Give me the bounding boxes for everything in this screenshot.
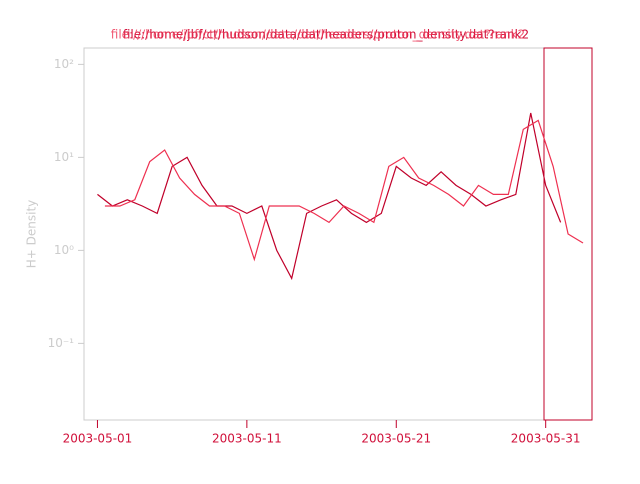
y-tick-label: 10¹ bbox=[54, 150, 74, 164]
y-tick-label: 10² bbox=[54, 57, 74, 71]
x-tick-label: 2003-05-21 bbox=[361, 432, 431, 446]
chart-subtitle: file:///home/jbf/ct/hudson/data/dat/head… bbox=[111, 28, 525, 42]
highlight-box bbox=[543, 47, 593, 421]
x-tick-label: 2003-05-31 bbox=[511, 432, 581, 446]
y-tick-label: 10⁰ bbox=[54, 243, 74, 257]
y-tick-label: 10⁻¹ bbox=[48, 336, 75, 350]
plot-frame bbox=[83, 47, 593, 421]
data-line bbox=[97, 112, 562, 281]
data-line bbox=[104, 119, 584, 262]
x-tick-label: 2003-05-11 bbox=[212, 432, 282, 446]
x-tick-label: 2003-05-01 bbox=[63, 432, 133, 446]
y-axis-label: H+ Density bbox=[25, 200, 39, 269]
chart-title: file:/home/jbf/ct/hudson/data/dat/header… bbox=[123, 28, 529, 42]
